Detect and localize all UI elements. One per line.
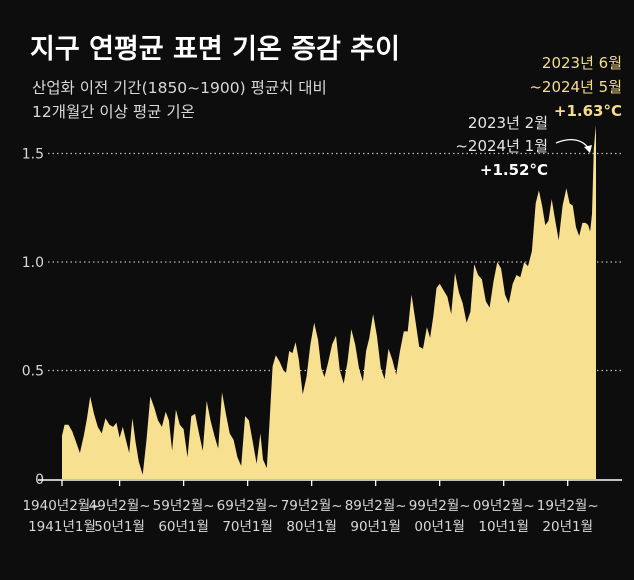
- x-tick-label-line-1: 49년2월~: [89, 498, 151, 514]
- x-tick-label-line-2: 00년1월: [414, 519, 465, 535]
- x-tick-label-line-2: 70년1월: [222, 519, 273, 535]
- x-tick-label-line-2: 1941년1월: [28, 519, 96, 535]
- chart-subtitle-line-2: 12개월간 이상 평균 기온: [32, 103, 195, 121]
- x-tick-label-line-2: 50년1월: [94, 519, 145, 535]
- y-tick-label: 1.0: [22, 255, 44, 271]
- x-tick-label-line-1: 69년2월~: [217, 498, 279, 514]
- x-tick-label-line-2: 10년1월: [478, 519, 529, 535]
- x-tick-label-line-1: 59년2월~: [153, 498, 215, 514]
- x-tick-label-line-1: 09년2월~: [473, 498, 535, 514]
- x-tick-label-line-1: 79년2월~: [281, 498, 343, 514]
- x-tick-label-line-2: 60년1월: [158, 519, 209, 535]
- x-tick-label-line-1: 89년2월~: [345, 498, 407, 514]
- annotation-prev-value: +1.52°C: [480, 161, 548, 179]
- x-tick-label-line-2: 90년1월: [350, 519, 401, 535]
- annotation-latest-value: +1.63°C: [554, 102, 622, 120]
- annotation-latest-line-2: ~2024년 5월: [529, 78, 622, 96]
- y-tick-label: 0.5: [22, 364, 44, 380]
- annotation-prev-line-1: 2023년 2월: [468, 114, 548, 132]
- x-tick-label-line-1: 19년2월~: [537, 498, 599, 514]
- x-tick-label-line-2: 80년1월: [286, 519, 337, 535]
- y-tick-label: 1.5: [22, 147, 44, 163]
- x-tick-label-line-1: 1940년2월~: [22, 498, 101, 514]
- x-axis: 1940년2월~ 1941년1월 49년2월~ 50년1월 59년2월~ 60년1월 69년…: [22, 479, 622, 535]
- temperature-area: [62, 125, 596, 480]
- chart-subtitle-line-1: 산업화 이전 기간(1850~1900) 평균치 대비: [32, 79, 327, 97]
- x-tick-label-line-2: 20년1월: [542, 519, 593, 535]
- chart-title: 지구 연평균 표면 기온 증감 추이: [30, 34, 400, 65]
- x-tick-label-line-1: 99년2월~: [409, 498, 471, 514]
- annotation-latest-line-1: 2023년 6월: [542, 54, 622, 72]
- annotation-prev-line-2: ~2024년 1월: [455, 137, 548, 155]
- annotation-arrow-head-icon: [584, 145, 592, 153]
- area-layer: [62, 125, 596, 480]
